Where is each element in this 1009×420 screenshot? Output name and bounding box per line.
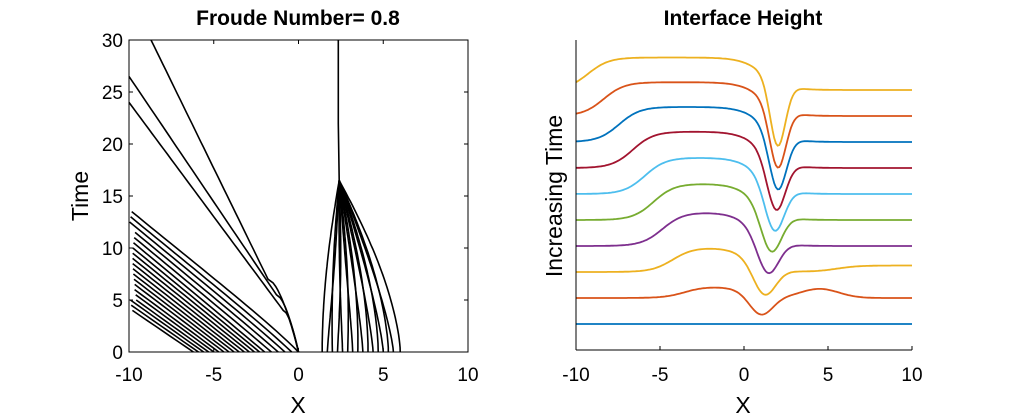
x-tick-label: 5: [378, 365, 389, 386]
x-tick-label: -10: [562, 365, 589, 386]
characteristic-right-12: [338, 180, 385, 353]
characteristic-right-4: [338, 180, 344, 353]
interface-curves: [575, 56, 912, 325]
characteristic-right-14: [338, 180, 395, 353]
subplot-interface-height: Interface Height -10 -5 0 5 10 X Increasing …: [541, 7, 923, 418]
characteristic-right-8: [338, 180, 364, 353]
characteristic-left-10: [132, 262, 245, 353]
shock-line: [337, 40, 340, 181]
y-tick-label: 30: [102, 31, 123, 52]
x-tick-label: 10: [457, 365, 478, 386]
characteristic-left-9: [132, 268, 240, 353]
characteristic-left-19: [131, 210, 300, 353]
characteristic-left-12: [132, 252, 255, 353]
characteristic-right-1: [326, 180, 340, 353]
interface-curve-2: [576, 247, 912, 296]
characteristic-right-5: [338, 180, 350, 353]
y-tick-label: 5: [112, 291, 123, 312]
characteristic-left-11: [132, 257, 250, 353]
y-tick-label: 10: [102, 239, 123, 260]
x-tick-label: 5: [823, 365, 834, 386]
chart-title-left: Froude Number= 0.8: [196, 7, 400, 30]
y-ticks-left: 0 5 10 15 20 25 30: [102, 31, 468, 364]
y-axis-label-left: Time: [67, 171, 93, 221]
x-tick-label: 0: [293, 365, 304, 386]
interface-curve-5: [576, 157, 912, 232]
y-tick-label: 20: [102, 135, 123, 156]
characteristic-right-2: [331, 180, 340, 353]
characteristic-lines: [128, 39, 401, 353]
characteristic-left-8: [132, 273, 235, 353]
outer-characteristic-2: [128, 101, 300, 353]
characteristic-left-4: [135, 294, 215, 353]
characteristic-left-17: [129, 221, 286, 353]
interface-curve-4: [576, 183, 912, 253]
chart-title-right: Interface Height: [664, 7, 823, 30]
interface-curve-7: [575, 106, 912, 191]
characteristic-right-0: [321, 180, 340, 352]
characteristic-left-5: [134, 288, 220, 353]
characteristic-left-18: [130, 216, 293, 353]
y-axis-label-right: Increasing Time: [541, 115, 567, 277]
x-ticks-left: -10 -5 0 5 10: [115, 40, 479, 386]
interface-curve-6: [576, 130, 912, 211]
characteristic-left-15: [133, 236, 272, 353]
characteristic-right-7: [338, 180, 359, 353]
y-tick-label: 25: [102, 83, 123, 104]
x-tick-label: -10: [115, 365, 142, 386]
interface-curve-1: [576, 286, 912, 316]
characteristic-right-6: [338, 180, 354, 353]
x-axis-label-right: X: [735, 392, 750, 418]
characteristic-right-15: [338, 180, 401, 353]
interface-curve-9: [575, 56, 912, 147]
characteristic-right-3: [336, 180, 342, 353]
characteristic-left-3: [135, 299, 210, 353]
characteristic-right-9: [338, 180, 369, 352]
interface-curve-3: [576, 212, 912, 275]
characteristic-right-10: [338, 180, 374, 353]
x-tick-label: -5: [205, 365, 222, 386]
characteristic-left-6: [134, 283, 225, 353]
characteristic-right-13: [338, 180, 390, 352]
characteristic-left-1: [130, 304, 199, 353]
characteristic-right-11: [338, 180, 379, 353]
characteristic-left-7: [133, 278, 230, 353]
characteristic-left-0: [131, 309, 194, 353]
subplot-froude-characteristics: Froude Number= 0.8 -10 -5 0 5 10 0 5 10 15 20 25 3…: [67, 7, 479, 418]
y-tick-label: 0: [112, 343, 123, 364]
x-tick-label: -5: [652, 365, 669, 386]
y-tick-label: 15: [102, 187, 123, 208]
characteristic-left-13: [132, 247, 261, 353]
characteristic-left-14: [132, 242, 266, 353]
x-tick-label: 10: [901, 365, 922, 386]
x-ticks-right: -10 -5 0 5 10: [562, 346, 923, 386]
characteristic-left-2: [129, 299, 205, 353]
interface-curve-8: [575, 81, 912, 169]
x-axis-label-left: X: [290, 392, 305, 418]
outer-characteristic-1: [128, 75, 300, 353]
characteristic-left-16: [134, 231, 279, 353]
x-tick-label: 0: [739, 365, 750, 386]
